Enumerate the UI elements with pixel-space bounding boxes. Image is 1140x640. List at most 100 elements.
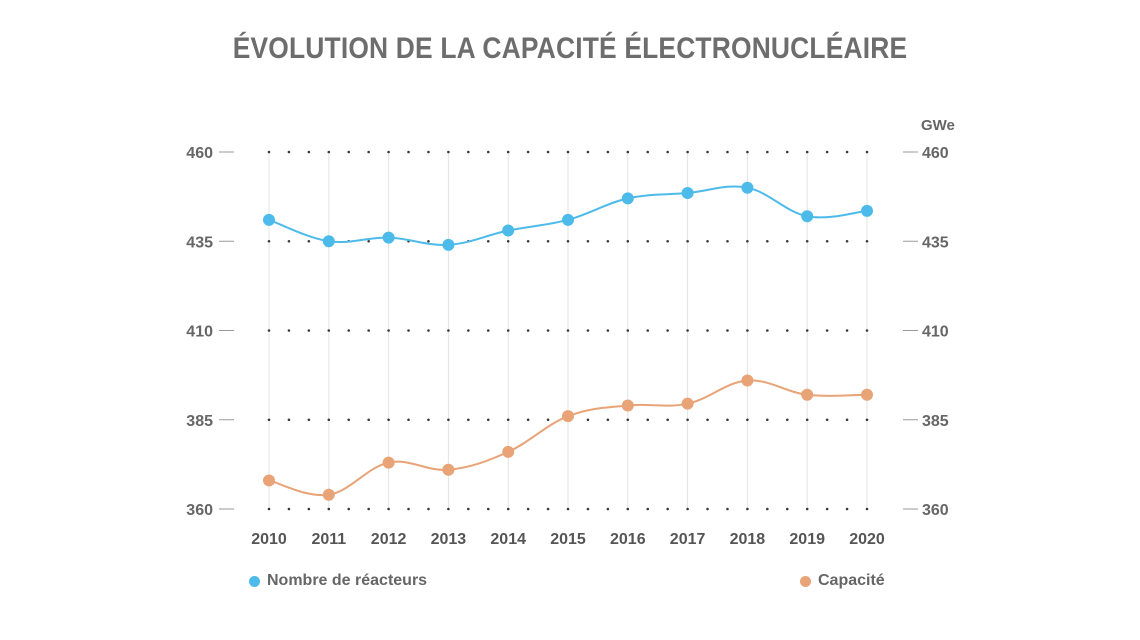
left-axis-tick-label-410: 410 <box>186 324 213 341</box>
grid-dot <box>467 329 470 332</box>
grid-dot <box>666 507 669 511</box>
grid-dot <box>347 507 351 511</box>
grid-dot <box>526 418 530 422</box>
grid-dot <box>766 329 769 332</box>
grid-dot <box>606 329 610 332</box>
grid-dot <box>666 239 669 243</box>
grid-dot <box>746 418 749 422</box>
grid-dot <box>825 239 829 243</box>
grid-dot <box>327 507 331 511</box>
grid-dot <box>845 329 849 332</box>
grid-dot <box>367 329 370 332</box>
data-point-capacity-2018 <box>741 374 754 387</box>
grid-dot <box>287 150 291 154</box>
legend-item-reactors: Nombre de réacteurs <box>249 571 427 591</box>
grid-dot <box>427 507 430 511</box>
grid-dot <box>805 329 809 332</box>
grid-dot <box>407 418 410 422</box>
grid-dot <box>287 239 291 243</box>
x-axis-label-2012: 2012 <box>371 531 407 548</box>
grid-dot <box>486 329 490 332</box>
right-axis-unit-label: GWe <box>921 117 955 134</box>
left-axis-tick-label-435: 435 <box>186 234 213 251</box>
grid-dot <box>267 418 271 422</box>
grid-dot <box>327 329 331 332</box>
data-point-reactors-2018 <box>741 181 754 194</box>
grid-dot <box>845 239 849 243</box>
data-point-capacity-2013 <box>442 463 455 476</box>
grid-dot <box>646 239 650 243</box>
grid-dot <box>387 329 390 332</box>
left-axis-tick-label-385: 385 <box>186 413 213 430</box>
x-axis-label-2013: 2013 <box>431 531 467 548</box>
grid-dot <box>726 150 729 154</box>
grid-dot <box>267 150 271 154</box>
grid-dot <box>506 507 510 511</box>
grid-dot <box>467 418 470 422</box>
grid-dot <box>646 418 650 422</box>
grid-dot <box>686 507 689 511</box>
grid-dot <box>706 239 709 243</box>
data-point-capacity-2010 <box>263 474 275 487</box>
grid-dot <box>546 329 550 332</box>
grid-dot <box>626 418 630 422</box>
grid-dot <box>427 418 430 422</box>
grid-dot <box>845 507 849 511</box>
grid-dot <box>287 507 291 511</box>
grid-dot <box>267 507 271 511</box>
data-point-reactors-2012 <box>382 231 395 244</box>
data-point-reactors-2011 <box>322 235 335 248</box>
grid-dot <box>726 418 729 422</box>
data-point-reactors-2017 <box>681 187 694 200</box>
grid-dot <box>506 239 510 243</box>
grid-dot <box>746 239 749 243</box>
grid-dot <box>506 150 510 154</box>
grid-dot <box>427 239 430 243</box>
grid-dot <box>865 329 869 332</box>
left-axis-tick-label-360: 360 <box>186 502 213 519</box>
grid-dot <box>526 329 530 332</box>
legend-swatch-reactors <box>249 575 260 587</box>
grid-dot <box>686 418 689 422</box>
grid-dot <box>626 329 630 332</box>
grid-dot <box>666 329 669 332</box>
legend-label-reactors: Nombre de réacteurs <box>267 572 428 589</box>
data-point-capacity-2012 <box>382 456 395 469</box>
legend-item-capacity: Capacité <box>800 571 885 591</box>
data-point-reactors-2013 <box>442 238 455 251</box>
grid-dot <box>387 150 390 154</box>
grid-dot <box>506 418 510 422</box>
chart-title: ÉVOLUTION DE LA CAPACITÉ ÉLECTRONUCLÉAIR… <box>232 32 908 65</box>
grid-dot <box>805 239 809 243</box>
grid-dot <box>427 329 430 332</box>
grid-dot <box>746 150 749 154</box>
grid-dot <box>307 507 311 511</box>
grid-dot <box>267 239 271 243</box>
grid-dot <box>307 329 311 332</box>
grid-dot <box>666 418 669 422</box>
grid-dot <box>865 507 869 511</box>
grid-dot <box>825 150 829 154</box>
grid-dot <box>287 418 291 422</box>
grid-dot <box>686 239 689 243</box>
data-point-capacity-2011 <box>322 488 335 501</box>
grid-dot <box>486 418 490 422</box>
grid-dot <box>646 507 650 511</box>
left-axis-tick-label-460: 460 <box>186 145 213 162</box>
grid-dot <box>706 329 709 332</box>
grid-dot <box>307 150 311 154</box>
grid-dot <box>486 239 490 243</box>
data-point-capacity-2014 <box>502 445 515 458</box>
grid-dot <box>347 150 351 154</box>
grid-dot <box>367 507 370 511</box>
grid-dot <box>307 239 311 243</box>
data-point-reactors-2015 <box>562 213 574 226</box>
x-axis-label-2019: 2019 <box>789 531 825 548</box>
grid-dot <box>865 418 869 422</box>
x-axis-label-2020: 2020 <box>849 531 885 548</box>
grid-dot <box>447 418 450 422</box>
grid-dot <box>586 329 590 332</box>
grid-dot <box>407 329 410 332</box>
right-axis-tick-label-460: 460 <box>922 145 949 162</box>
